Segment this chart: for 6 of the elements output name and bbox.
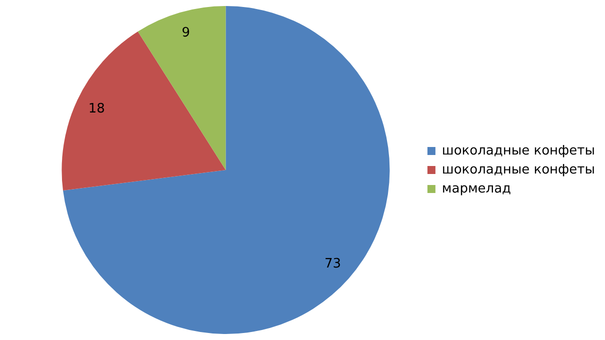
- data-label: 73: [324, 256, 342, 272]
- data-label: 9: [182, 25, 190, 40]
- legend-label: шоколадные конфеты: [442, 143, 596, 158]
- data-label: 18: [88, 102, 105, 117]
- legend-label: шоколадные конфеты: [442, 162, 596, 178]
- legend-label: мармелад: [442, 181, 512, 196]
